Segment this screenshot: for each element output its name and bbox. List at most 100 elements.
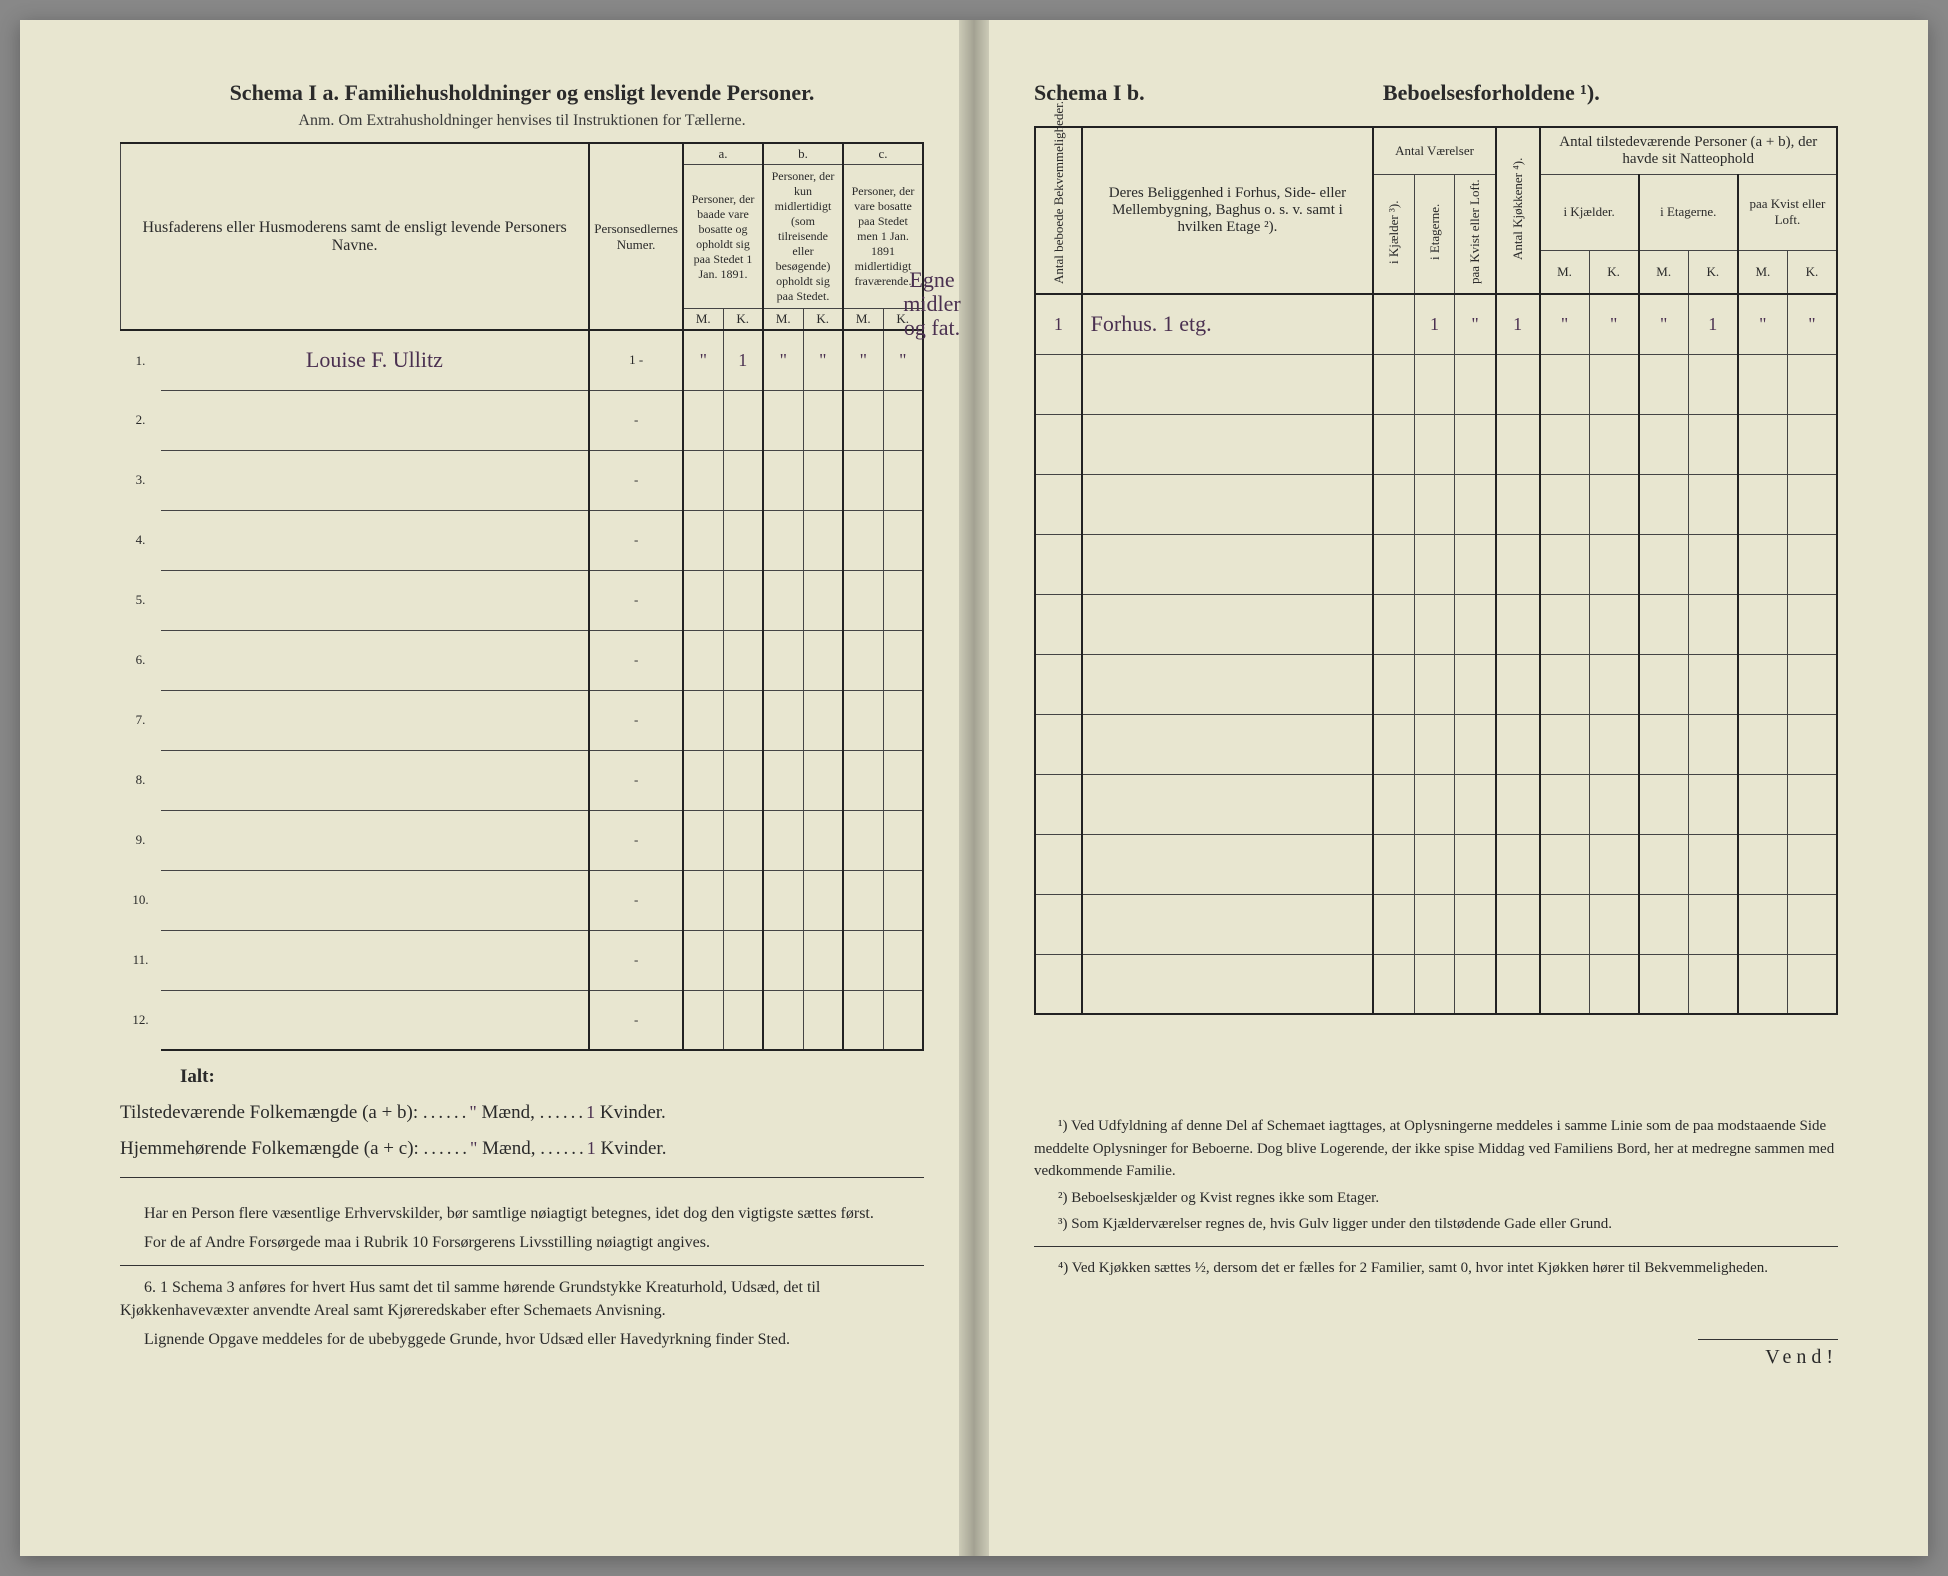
footnote-1: ¹) Ved Udfyldning af denne Del af Schema… <box>1034 1115 1838 1183</box>
dots: ...... <box>540 1138 587 1159</box>
cell-p3m <box>1738 534 1788 594</box>
row-number: 8. <box>121 750 161 810</box>
cell-c-m <box>843 690 883 750</box>
cell-c-k <box>883 990 923 1050</box>
cell-p1m: " <box>1540 294 1590 354</box>
cell-p1k <box>1589 954 1639 1014</box>
cell-v3 <box>1455 714 1496 774</box>
cell-v2 <box>1414 354 1455 414</box>
table-row <box>1035 894 1837 954</box>
cell-v3 <box>1455 474 1496 534</box>
cell-p3m <box>1738 714 1788 774</box>
cell-p3k <box>1787 714 1837 774</box>
cell-beliggenhed <box>1082 894 1374 954</box>
cell-v3 <box>1455 594 1496 654</box>
cell-p2k <box>1688 474 1738 534</box>
cell-c-m <box>843 390 883 450</box>
sum2-end: Kvinder. <box>596 1138 667 1159</box>
cell-b-m <box>763 870 803 930</box>
cell-p3m: " <box>1738 294 1788 354</box>
cell-a-k <box>723 870 763 930</box>
cell-v3 <box>1455 354 1496 414</box>
cell-p2m <box>1639 714 1689 774</box>
cell-p2m <box>1639 834 1689 894</box>
cell-c-k <box>883 750 923 810</box>
hdr-p2: i Etagerne. <box>1639 175 1738 251</box>
cell-p2k <box>1688 774 1738 834</box>
cell-b-m <box>763 690 803 750</box>
name-cell <box>161 570 590 630</box>
note-p3: 6. 1 Schema 3 anføres for hvert Hus samt… <box>120 1276 924 1322</box>
cell-p2m <box>1639 414 1689 474</box>
cell-p2k <box>1688 714 1738 774</box>
table-row <box>1035 834 1837 894</box>
hdr-bekvem: Antal beboede Bekvemmeligheder. <box>1051 134 1067 284</box>
cell-v1 <box>1373 474 1414 534</box>
cell-p3m <box>1738 894 1788 954</box>
cell-a-k <box>723 990 763 1050</box>
personsedler-cell: - <box>589 510 683 570</box>
cell-a-m <box>683 750 723 810</box>
cell-beliggenhed <box>1082 414 1374 474</box>
table-row: 9.- <box>121 810 924 870</box>
cell-v1 <box>1373 354 1414 414</box>
cell-p2m <box>1639 594 1689 654</box>
hdr-c-top: c. <box>843 143 923 165</box>
personsedler-cell: - <box>589 390 683 450</box>
cell-c-m <box>843 810 883 870</box>
cell-v3 <box>1455 774 1496 834</box>
table-row <box>1035 534 1837 594</box>
cell-c-k <box>883 390 923 450</box>
dots: ...... <box>540 1102 587 1123</box>
ialt-label: Ialt: <box>180 1059 924 1095</box>
cell-p2k <box>1688 354 1738 414</box>
cell-v2 <box>1414 414 1455 474</box>
cell-beliggenhed <box>1082 774 1374 834</box>
cell-a-m <box>683 450 723 510</box>
cell-c-k <box>883 630 923 690</box>
table-row: 11.- <box>121 930 924 990</box>
cell-p1m <box>1540 414 1590 474</box>
summary-line2: Hjemmehørende Folkemængde (a + c): .....… <box>120 1131 924 1167</box>
book-spread: Schema I a. Familiehusholdninger og ensl… <box>20 20 1928 1556</box>
cell-beliggenhed: Forhus. 1 etg. <box>1082 294 1374 354</box>
divider <box>120 1177 924 1178</box>
cell-b-m <box>763 990 803 1050</box>
cell-bekvem <box>1035 774 1082 834</box>
name-cell <box>161 630 590 690</box>
cell-p3k <box>1787 654 1837 714</box>
cell-b-k <box>803 390 843 450</box>
personsedler-cell: - <box>589 870 683 930</box>
sum1-end: Kvinder. <box>595 1102 666 1123</box>
sum1-mid: Mænd, <box>477 1102 540 1123</box>
cell-v2: 1 <box>1414 294 1455 354</box>
cell-v1 <box>1373 954 1414 1014</box>
hdr-p1k: K. <box>1589 250 1639 294</box>
cell-p2k: 1 <box>1688 294 1738 354</box>
cell-c-k <box>883 510 923 570</box>
row-number: 9. <box>121 810 161 870</box>
sum2-a: Hjemmehørende Folkemængde (a + c): <box>120 1138 424 1159</box>
cell-v3 <box>1455 654 1496 714</box>
cell-p2m <box>1639 474 1689 534</box>
cell-b-m: " <box>763 330 803 390</box>
cell-a-k <box>723 510 763 570</box>
hdr-p1m: M. <box>1540 250 1590 294</box>
schema-1b-table: Antal beboede Bekvemmeligheder. Deres Be… <box>1034 126 1838 1015</box>
cell-a-m <box>683 870 723 930</box>
hdr-personsedler: Personsedlernes Numer. <box>589 143 683 330</box>
cell-v2 <box>1414 834 1455 894</box>
personsedler-cell: - <box>589 750 683 810</box>
hdr-a-k: K. <box>723 309 763 331</box>
name-cell <box>161 990 590 1050</box>
cell-p1k <box>1589 354 1639 414</box>
cell-beliggenhed <box>1082 714 1374 774</box>
hdr-c-m: M. <box>843 309 883 331</box>
cell-a-k <box>723 690 763 750</box>
personsedler-cell: 1 - <box>589 330 683 390</box>
cell-p2m <box>1639 534 1689 594</box>
sum2-k: 1 <box>587 1138 596 1158</box>
cell-p1k <box>1589 474 1639 534</box>
cell-c-k <box>883 810 923 870</box>
cell-b-k <box>803 450 843 510</box>
